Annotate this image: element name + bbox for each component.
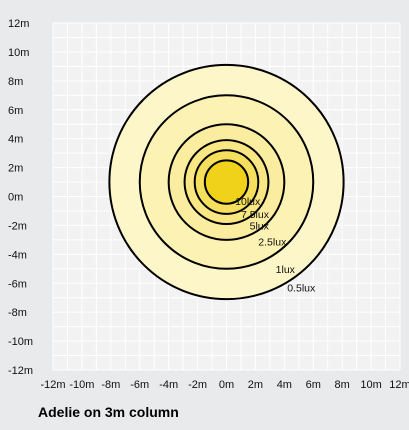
y-tick-label: -2m [8,220,27,232]
x-tick-label: -8m [101,379,120,391]
contour-label: 2.5lux [258,236,287,248]
x-tick-label: -2m [188,379,207,391]
contour-label: 7.5lux [241,209,270,221]
x-tick-label: 6m [306,379,321,391]
x-tick-label: 12m [389,379,409,391]
y-tick-label: 8m [8,76,23,88]
y-tick-label: 12m [8,18,29,30]
y-axis-ticks: 12m 10m 8m 6m 4m 2m 0m -2m -4m -6m -8m -10m -12m [8,18,33,377]
x-tick-label: -6m [130,379,149,391]
y-tick-label: 4m [8,134,23,146]
contour-label: 1lux [276,264,296,276]
x-tick-label: -10m [69,379,94,391]
contour-label: 0.5lux [287,283,316,295]
y-tick-label: 10m [8,47,29,59]
chart-caption: Adelie on 3m column [38,404,179,420]
contour-label: 5lux [250,220,270,232]
y-tick-label: -6m [8,278,27,290]
y-tick-label: -4m [8,249,27,261]
y-tick-label: 0m [8,192,23,204]
x-tick-label: 0m [219,379,234,391]
y-tick-label: -12m [8,365,33,377]
x-tick-label: 10m [360,379,381,391]
contour-layer [108,63,345,301]
contour-10lux [203,159,250,205]
contour-label: 10lux [235,196,261,208]
x-tick-label: -4m [159,379,178,391]
x-tick-label: 2m [248,379,263,391]
y-tick-label: -8m [8,307,27,319]
x-axis-ticks: -12m -10m -8m -6m -4m -2m 0m 2m 4m 6m 8m 10m 12m [40,379,409,391]
y-tick-label: 2m [8,163,23,175]
y-tick-label: 6m [8,105,23,117]
x-tick-label: 8m [335,379,350,391]
y-tick-label: -10m [8,336,33,348]
x-tick-label: 4m [277,379,292,391]
x-tick-label: -12m [40,379,65,391]
